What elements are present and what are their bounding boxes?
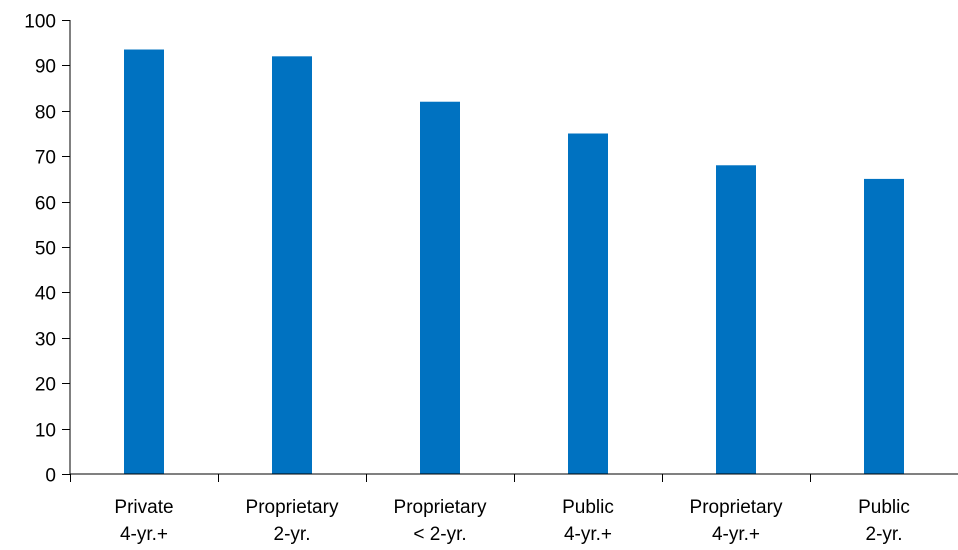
y-tick-label: 80 [35,103,56,124]
x-category-label-line: Proprietary [246,497,339,518]
y-tick-label: 70 [35,148,56,169]
x-category-label: Public 2-yr. [858,497,910,545]
bar [716,165,756,474]
bar [272,56,312,474]
x-category-label-line: Public [562,497,614,518]
bar [124,49,164,474]
y-tick-label: 20 [35,375,56,396]
y-tick-label: 30 [35,330,56,351]
bars [124,49,904,474]
x-category-label-line: 4-yr.+ [564,524,612,545]
x-axis-labels: Private 4-yr.+Proprietary 2-yr.Proprietary… [114,497,909,545]
y-tick-label: 40 [35,284,56,305]
y-tick-label: 0 [45,466,56,487]
x-category-label-line: 4-yr.+ [120,524,168,545]
x-category-label: Proprietary < 2-yr. [394,497,487,545]
x-category-label-line: Proprietary [394,497,487,518]
x-category-label-line: Public [858,497,910,518]
x-category-label-line: < 2-yr. [413,524,466,545]
x-category-label: Proprietary 4-yr.+ [690,497,783,545]
y-tick-label: 10 [35,421,56,442]
x-category-label: Private 4-yr.+ [114,497,173,545]
x-axis-ticks [70,474,811,482]
x-category-label-line: 2-yr. [866,524,903,545]
x-category-label: Proprietary 2-yr. [246,497,339,545]
bar [420,101,460,474]
y-tick-label: 60 [35,194,56,215]
y-tick-label: 100 [24,12,56,33]
x-category-label: Public 4-yr.+ [562,497,614,545]
x-category-label-line: 2-yr. [274,524,311,545]
bar [568,133,608,474]
bar [864,178,904,474]
x-category-label-line: Private [114,497,173,518]
y-axis-ticks: 0 10 20 30 40 50 60 70 80 90 100 [24,12,70,487]
x-category-label-line: Proprietary [690,497,783,518]
y-tick-label: 90 [35,57,56,78]
y-tick-label: 50 [35,239,56,260]
x-category-label-line: 4-yr.+ [712,524,760,545]
